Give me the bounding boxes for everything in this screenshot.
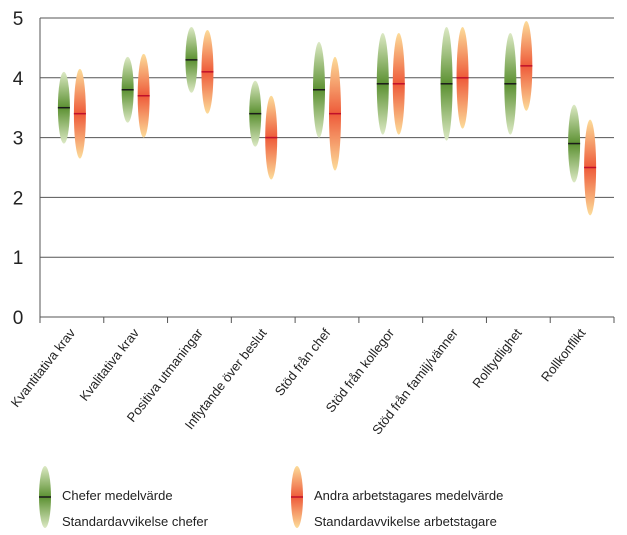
y-axis: 0 1 2 3 4 5 [13,9,24,329]
legend-chefer-sd: Standardavvikelse chefer [62,514,208,529]
legend-icons [39,466,303,528]
y-tick-label: 4 [13,69,24,90]
x-tick-label: Kvantitativa krav [8,325,79,410]
y-tick-label: 0 [13,308,24,329]
y-tick-label: 2 [13,188,24,209]
y-tick-label: 3 [13,129,24,150]
gridlines [39,17,615,323]
x-tick-label: Rolltydlighet [469,325,525,390]
x-tick-label: Stöd från chef [272,325,334,398]
x-tick-label: Rollkonflikt [538,325,589,384]
y-tick-label: 5 [13,9,24,30]
x-tick-label: Stöd från kollegor [323,325,398,415]
y-tick-label: 1 [13,248,24,269]
legend-andra-sd: Standardavvikelse arbetstagare [314,514,497,529]
plot-area [57,20,597,216]
legend-chefer-mean: Chefer medelvärde [62,488,173,503]
x-tick-label: Kvalitativa krav [76,325,142,404]
legend-andra-mean: Andra arbetstagares medelvärde [314,488,504,503]
